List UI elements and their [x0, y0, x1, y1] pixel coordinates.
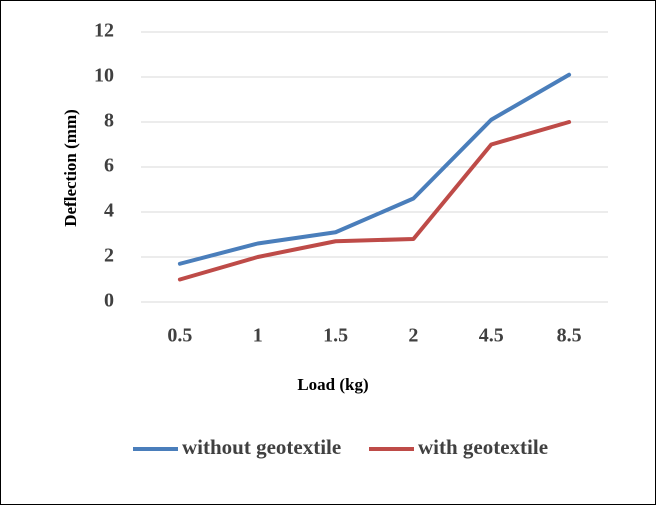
x-tick-label: 2: [408, 325, 418, 347]
x-tick-label: 0.5: [167, 325, 192, 347]
y-tick-label: 2: [104, 245, 114, 267]
x-tick-label: 4.5: [479, 325, 504, 347]
y-tick-label: 0: [104, 290, 114, 312]
x-tick-label: 1.5: [323, 325, 348, 347]
y-tick-label: 4: [104, 200, 114, 222]
x-tick-label: 8.5: [557, 325, 582, 347]
y-tick-label: 10: [94, 65, 114, 87]
y-tick-label: 12: [94, 20, 114, 42]
series-line: [177, 72, 572, 266]
x-axis-title: Load (kg): [297, 375, 368, 394]
series-line: [177, 120, 572, 282]
y-tick-label: 6: [104, 155, 114, 177]
legend-label: without geotextile: [182, 435, 341, 459]
x-tick-label: 1: [253, 325, 263, 347]
y-axis-title: Deflection (mm): [61, 109, 80, 227]
y-tick-label: 8: [104, 110, 114, 132]
legend-label: with geotextile: [418, 435, 548, 459]
